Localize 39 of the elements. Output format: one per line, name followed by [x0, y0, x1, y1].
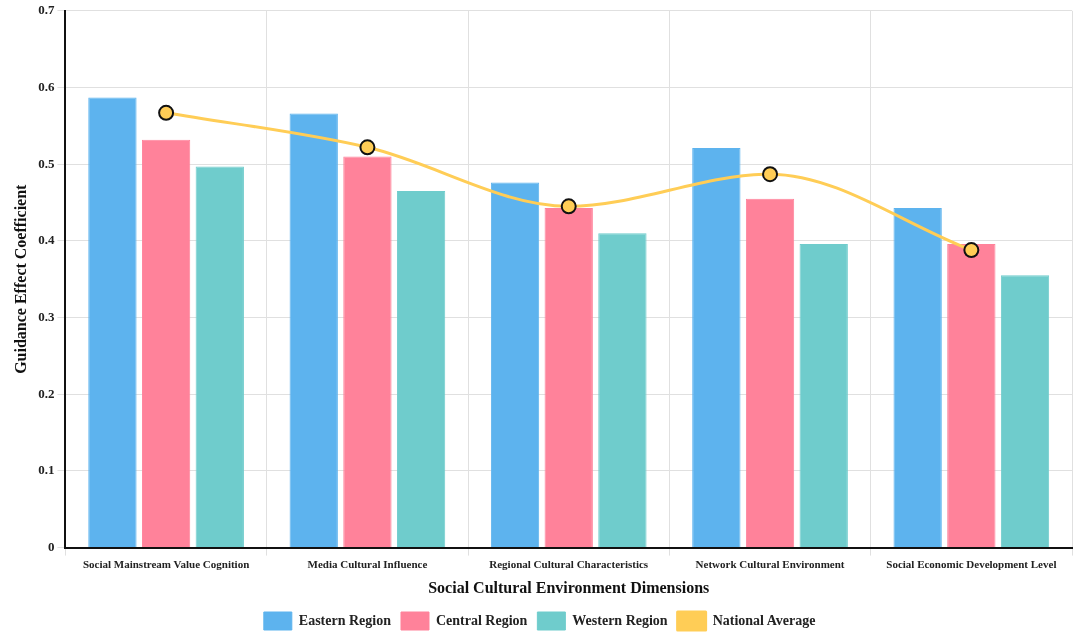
y-tick-label: 0.6 [38, 78, 55, 94]
x-tick-label: Social Economic Development Level [886, 558, 1057, 571]
bar [745, 198, 795, 548]
bar [544, 207, 593, 548]
y-axis-title: Guidance Effect Coefficient [11, 183, 29, 374]
y-tick-label: 0.3 [38, 308, 55, 324]
x-tick-label: Social Mainstream Value Cognition [82, 558, 250, 571]
legend-label: Eastern Region [298, 612, 392, 628]
bar [343, 156, 392, 548]
x-tick-label: Network Cultural Environment [695, 558, 845, 571]
y-tick-label: 0.7 [38, 2, 55, 18]
y-tick-label: 0.1 [38, 462, 55, 478]
bar [947, 243, 996, 548]
bar [88, 97, 137, 548]
bar [692, 148, 741, 548]
point [359, 139, 376, 156]
bar [1000, 275, 1050, 548]
bar [490, 182, 540, 548]
point [963, 242, 980, 259]
bar [195, 166, 244, 548]
x-tick-label: Regional Cultural Characteristics [489, 558, 649, 571]
bar [141, 139, 191, 548]
x-tick-label: Media Cultural Influence [307, 558, 428, 571]
bar [799, 243, 848, 548]
y-tick-label: 0.4 [38, 232, 55, 248]
bar [289, 113, 338, 548]
y-tick-label: 0.2 [38, 385, 55, 401]
point [158, 104, 175, 121]
bar [598, 233, 647, 548]
y-tick-label: 0.5 [38, 155, 55, 171]
point [762, 166, 779, 183]
y-tick-label: 0 [47, 538, 55, 554]
legend-label: National Average [712, 612, 816, 628]
x-axis-title: Social Cultural Environment Dimensions [428, 578, 710, 596]
legend-label: Central Region [435, 612, 528, 628]
legend-label: Western Region [572, 612, 668, 628]
bar [893, 207, 942, 548]
bar [396, 191, 446, 548]
point [560, 198, 577, 215]
